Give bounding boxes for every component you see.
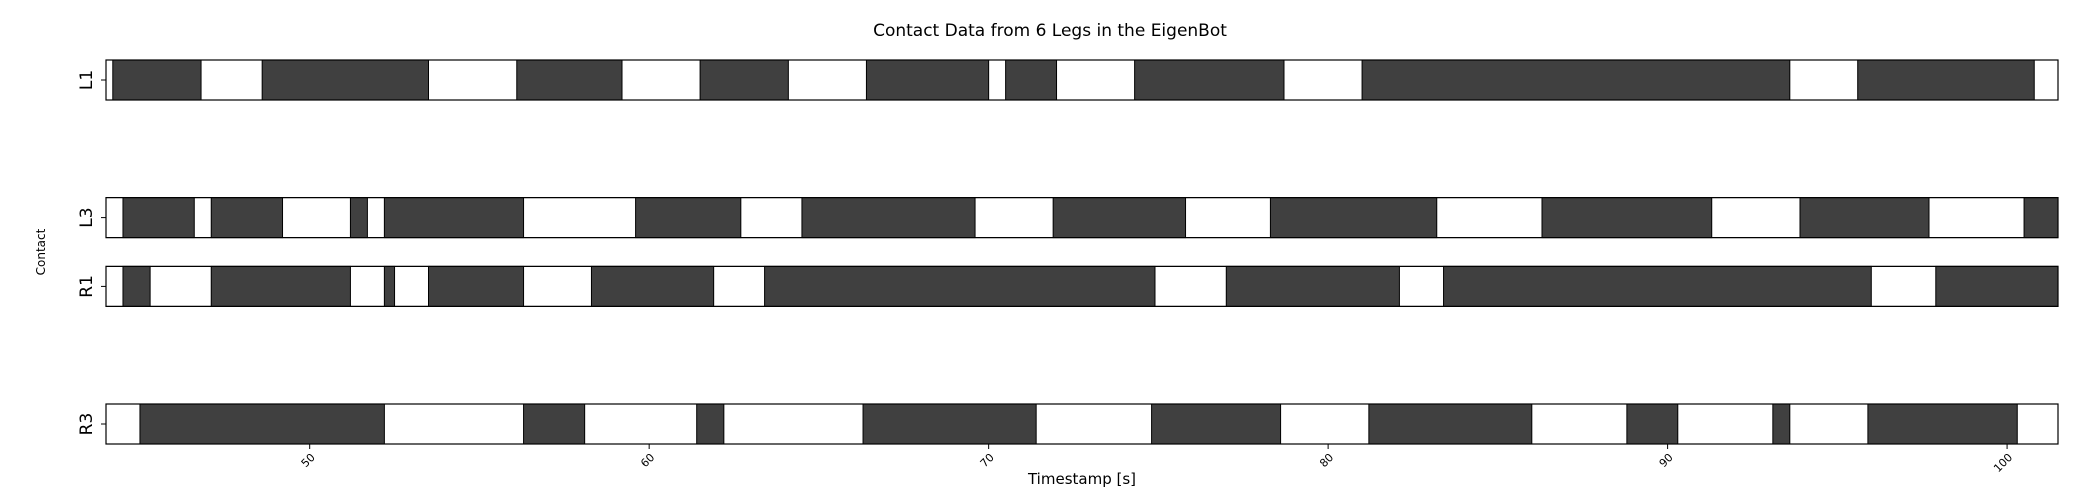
leg-row-r3: R3	[77, 403, 2059, 445]
contact-segment	[1151, 403, 1282, 445]
contact-segment	[696, 403, 725, 445]
x-tick-label: 50	[299, 451, 318, 470]
contact-segment	[210, 265, 351, 307]
contact-segment	[699, 59, 789, 101]
contact-segment	[516, 59, 623, 101]
contact-segment	[112, 59, 202, 101]
contact-segment	[1443, 265, 1872, 307]
contact-segment	[1867, 403, 2018, 445]
y-axis-label: Contact	[34, 228, 48, 275]
contact-segment	[210, 197, 284, 239]
no-contact-strip	[105, 403, 2059, 445]
contact-segment	[383, 197, 525, 239]
row-label: L1	[77, 70, 97, 90]
contact-segment	[865, 59, 990, 101]
x-ticks: 50 60 70 80 90 100	[299, 444, 2015, 475]
contact-segment	[862, 403, 1037, 445]
contact-segment	[523, 403, 586, 445]
x-tick-label: 90	[1657, 451, 1676, 470]
leg-row-r1: R1	[77, 265, 2059, 307]
contact-segment	[261, 59, 430, 101]
row-label: R3	[77, 413, 97, 436]
row-label: R1	[77, 275, 97, 298]
contact-segment	[1626, 403, 1679, 445]
contact-segment	[1225, 265, 1400, 307]
x-tick-label: 80	[1317, 451, 1336, 470]
contact-segment	[349, 197, 368, 239]
contact-segment	[1857, 59, 2035, 101]
leg-row-l1: L1	[77, 59, 2059, 101]
contact-segment	[139, 403, 385, 445]
contact-segment	[1134, 59, 1285, 101]
x-tick-label: 60	[638, 451, 657, 470]
contact-segment	[1361, 59, 1791, 101]
contact-segment	[1772, 403, 1791, 445]
chart-title: Contact Data from 6 Legs in the EigenBot	[873, 21, 1227, 41]
contact-segment	[1541, 197, 1713, 239]
contact-segment	[1368, 403, 1533, 445]
contact-segment	[122, 197, 195, 239]
contact-segment	[428, 265, 525, 307]
contact-segment	[764, 265, 1156, 307]
rows-layer: L1 L3 R1 R3	[77, 59, 2059, 445]
contact-segment	[1799, 197, 1930, 239]
contact-segment	[383, 265, 396, 307]
contact-segment	[1269, 197, 1438, 239]
x-axis-label: Timestamp [s]	[1027, 470, 1136, 488]
contact-segment	[122, 265, 151, 307]
contact-segment	[635, 197, 742, 239]
contact-segment	[1935, 265, 2059, 307]
contact-segment	[1005, 59, 1058, 101]
contact-segment	[2023, 197, 2059, 239]
contact-segment	[590, 265, 715, 307]
contact-segment	[801, 197, 976, 239]
contact-segment	[1052, 197, 1187, 239]
x-tick-label: 70	[978, 451, 997, 470]
x-tick-label: 100	[1991, 451, 2015, 475]
leg-row-l3: L3	[77, 197, 2059, 239]
row-label: L3	[77, 207, 97, 227]
